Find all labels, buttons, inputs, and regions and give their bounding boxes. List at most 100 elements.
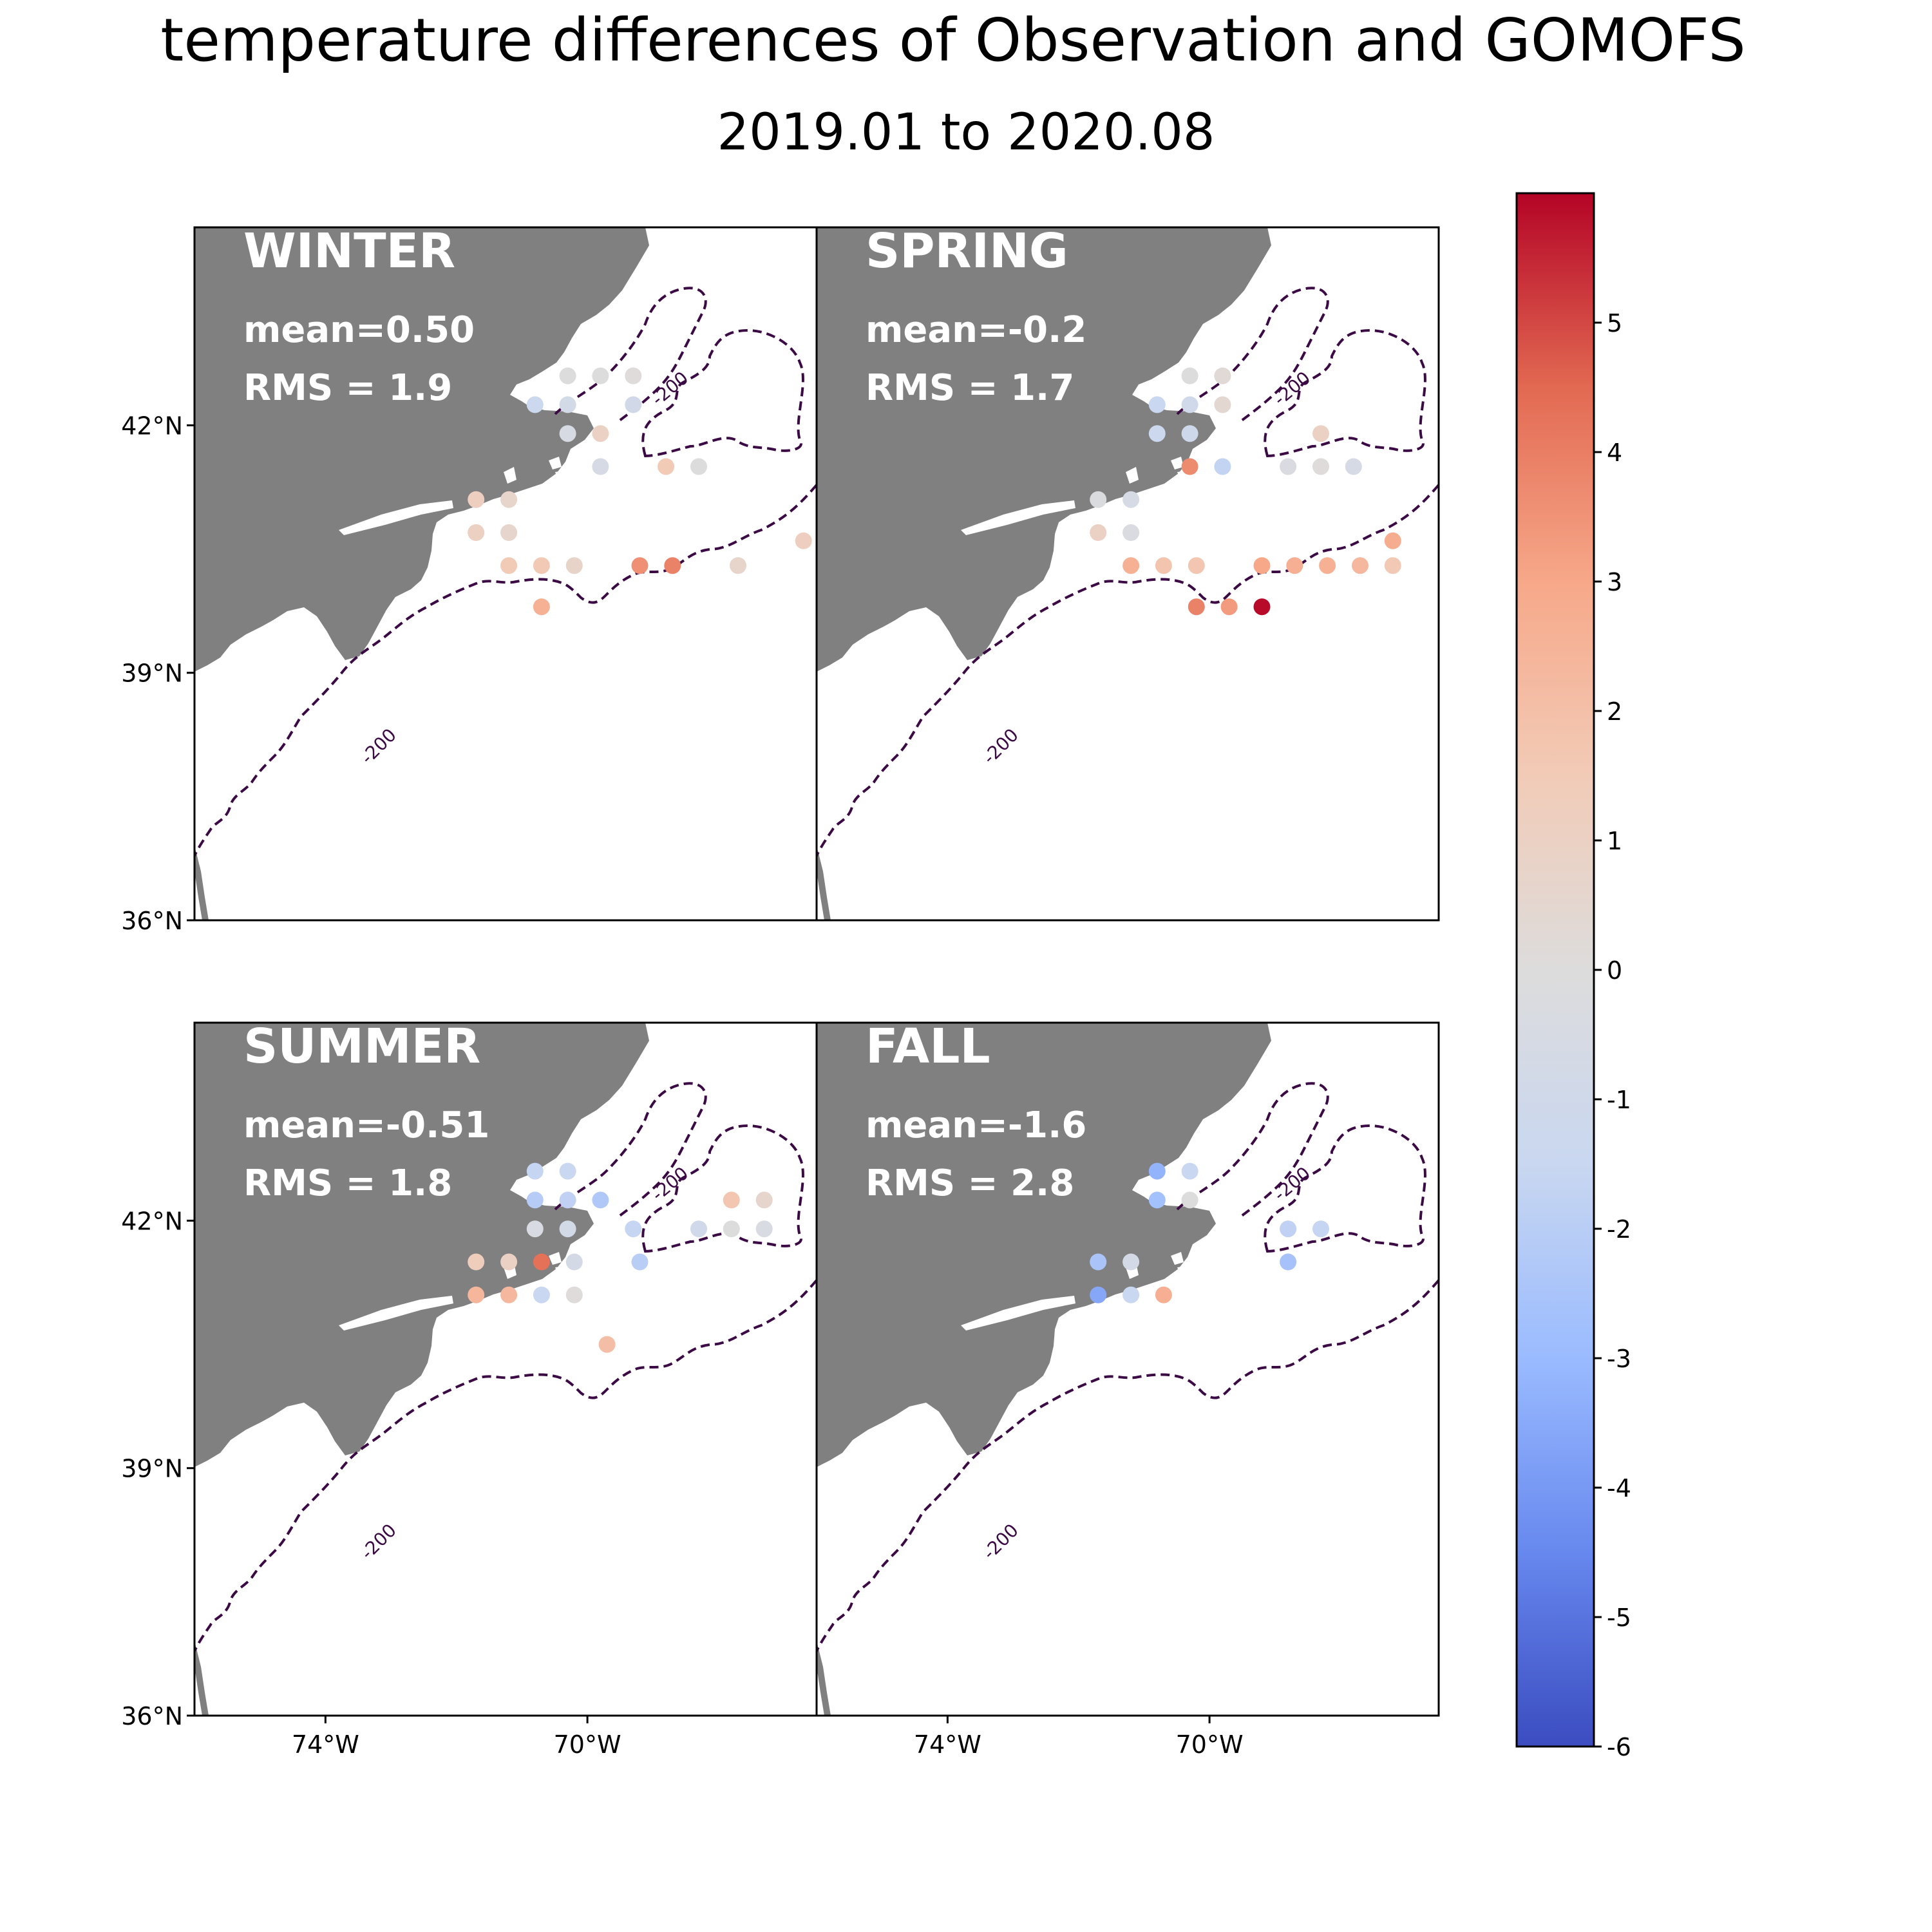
data-point-winter [690, 458, 707, 475]
data-point-winter [533, 598, 550, 616]
isobath-200-summer [194, 1279, 817, 1654]
colorbar-tick-label: -4 [1607, 1474, 1631, 1502]
colorbar-tick-label: -3 [1607, 1345, 1631, 1373]
data-point-summer [755, 1191, 773, 1209]
data-point-spring [1352, 557, 1368, 574]
panel-mean-winter: mean=0.50 [243, 309, 475, 351]
land-summer [194, 1023, 649, 1467]
data-point-winter [559, 396, 576, 413]
data-point-spring [1280, 458, 1297, 475]
data-point-fall [1122, 1286, 1140, 1303]
panel-title-summer: SUMMER [243, 1019, 480, 1074]
data-point-winter [625, 396, 642, 413]
data-point-spring [1312, 458, 1329, 475]
data-point-summer [565, 1286, 583, 1303]
data-point-fall [1122, 1253, 1140, 1271]
water-inlet-winter-3 [504, 467, 516, 484]
data-point-winter [559, 367, 576, 384]
panel-frame-spring [815, 226, 1440, 922]
data-point-summer [755, 1220, 773, 1238]
data-point-winter [730, 557, 746, 574]
data-point-spring [1384, 557, 1401, 574]
data-point-summer [468, 1253, 485, 1271]
map-spring: -200-200 [817, 227, 1439, 920]
data-point-summer [565, 1253, 583, 1271]
x-tick-label: 74°W [914, 1730, 981, 1759]
data-point-spring [1214, 396, 1231, 413]
data-point-spring [1384, 532, 1401, 549]
water-inlet-fall-4 [1171, 1252, 1184, 1265]
data-point-winter [500, 524, 518, 541]
colorbar: 5 4 3 2 1 0 -1 -2 -3 -4 -5 -6 [1515, 192, 1631, 1761]
y-tick-label: 36°N [121, 907, 183, 935]
panel-title-spring: SPRING [866, 223, 1068, 279]
water-inlet-winter-2 [574, 488, 609, 497]
data-point-spring [1188, 557, 1205, 574]
data-point-winter [500, 557, 518, 574]
data-point-fall [1280, 1253, 1297, 1271]
colorbar-tick-label: -1 [1607, 1086, 1631, 1114]
data-point-summer [559, 1162, 576, 1180]
water-inlet-winter-0 [339, 500, 453, 535]
data-point-spring [1253, 557, 1271, 574]
coastline-spring [817, 846, 831, 920]
data-point-fall [1148, 1191, 1166, 1209]
isobath-georges-spring [1264, 328, 1426, 458]
isobath-gulf-fall [1176, 1082, 1329, 1217]
data-point-winter [468, 491, 485, 508]
data-point-summer [598, 1336, 616, 1353]
data-point-winter [658, 458, 675, 475]
panel-mean-summer: mean=-0.51 [243, 1104, 489, 1146]
data-point-summer [468, 1286, 485, 1303]
land-winter [194, 227, 649, 672]
map-fall: -200-200 [817, 1023, 1439, 1716]
data-point-summer [526, 1191, 544, 1209]
land-spring [817, 227, 1271, 672]
data-point-spring [1345, 458, 1362, 475]
data-point-winter [526, 396, 544, 413]
isobath-gulf-summer [554, 1082, 707, 1217]
data-point-summer [625, 1220, 642, 1238]
data-point-summer [533, 1286, 550, 1303]
panel-rms-winter: RMS = 1.9 [243, 367, 452, 409]
y-tick-label: 42°N [121, 1207, 183, 1235]
data-point-summer [631, 1253, 649, 1271]
data-point-winter [565, 557, 583, 574]
data-point-spring [1181, 367, 1198, 384]
data-point-spring [1181, 425, 1198, 442]
data-point-spring [1312, 425, 1329, 442]
water-inlet-fall-1 [1177, 1265, 1197, 1278]
data-point-summer [500, 1286, 518, 1303]
data-point-spring [1148, 396, 1166, 413]
water-inlet-spring-3 [1126, 467, 1139, 484]
data-point-winter [592, 425, 609, 442]
data-point-winter [795, 532, 812, 549]
data-point-spring [1090, 524, 1107, 541]
data-point-winter [631, 557, 649, 574]
isobath-georges-winter [641, 328, 804, 458]
data-point-summer [559, 1220, 576, 1238]
data-point-summer [592, 1191, 609, 1209]
data-point-summer [500, 1253, 518, 1271]
panel-rms-summer: RMS = 1.8 [243, 1162, 452, 1204]
data-point-spring [1220, 598, 1238, 616]
water-inlet-spring-2 [1197, 488, 1231, 497]
colorbar-gradient [1517, 193, 1594, 1747]
colorbar-tick-label: 1 [1607, 827, 1622, 855]
y-tick-label: 39°N [121, 659, 183, 688]
y-tick-label: 42°N [121, 412, 183, 440]
panel-title-winter: WINTER [243, 223, 455, 279]
data-point-summer [559, 1191, 576, 1209]
chart-subtitle: 2019.01 to 2020.08 [717, 104, 1215, 162]
colorbar-tick-label: -2 [1607, 1215, 1631, 1244]
data-point-fall [1148, 1162, 1166, 1180]
data-point-spring [1253, 598, 1271, 616]
data-point-fall [1312, 1220, 1329, 1238]
data-point-winter [592, 458, 609, 475]
water-inlet-fall-0 [961, 1296, 1075, 1331]
data-point-summer [723, 1220, 740, 1238]
